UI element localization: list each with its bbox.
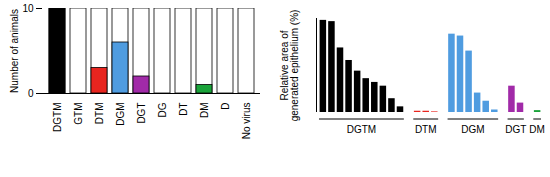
svg-text:Number of animals: Number of animals: [9, 9, 20, 93]
svg-text:DGT: DGT: [505, 124, 526, 135]
svg-text:DM: DM: [529, 124, 545, 135]
svg-text:DTM: DTM: [94, 103, 105, 125]
svg-text:DGTM: DGTM: [347, 124, 376, 135]
svg-text:GTM: GTM: [73, 103, 84, 125]
svg-text:D: D: [220, 103, 231, 110]
svg-text:DGTM: DGTM: [52, 103, 63, 132]
svg-text:Relative area ofgenerated epit: Relative area ofgenerated epithelium (%): [279, 10, 300, 122]
svg-text:DGT: DGT: [136, 103, 147, 124]
svg-text:DM: DM: [199, 103, 210, 119]
svg-text:DGM: DGM: [115, 103, 126, 126]
svg-text:0: 0: [28, 88, 34, 99]
svg-text:DG: DG: [157, 102, 168, 117]
svg-text:DGM: DGM: [461, 124, 484, 135]
svg-text:10: 10: [22, 3, 34, 14]
svg-text:DT: DT: [178, 103, 189, 116]
svg-text:DTM: DTM: [415, 124, 437, 135]
svg-text:No virus: No virus: [241, 103, 252, 140]
